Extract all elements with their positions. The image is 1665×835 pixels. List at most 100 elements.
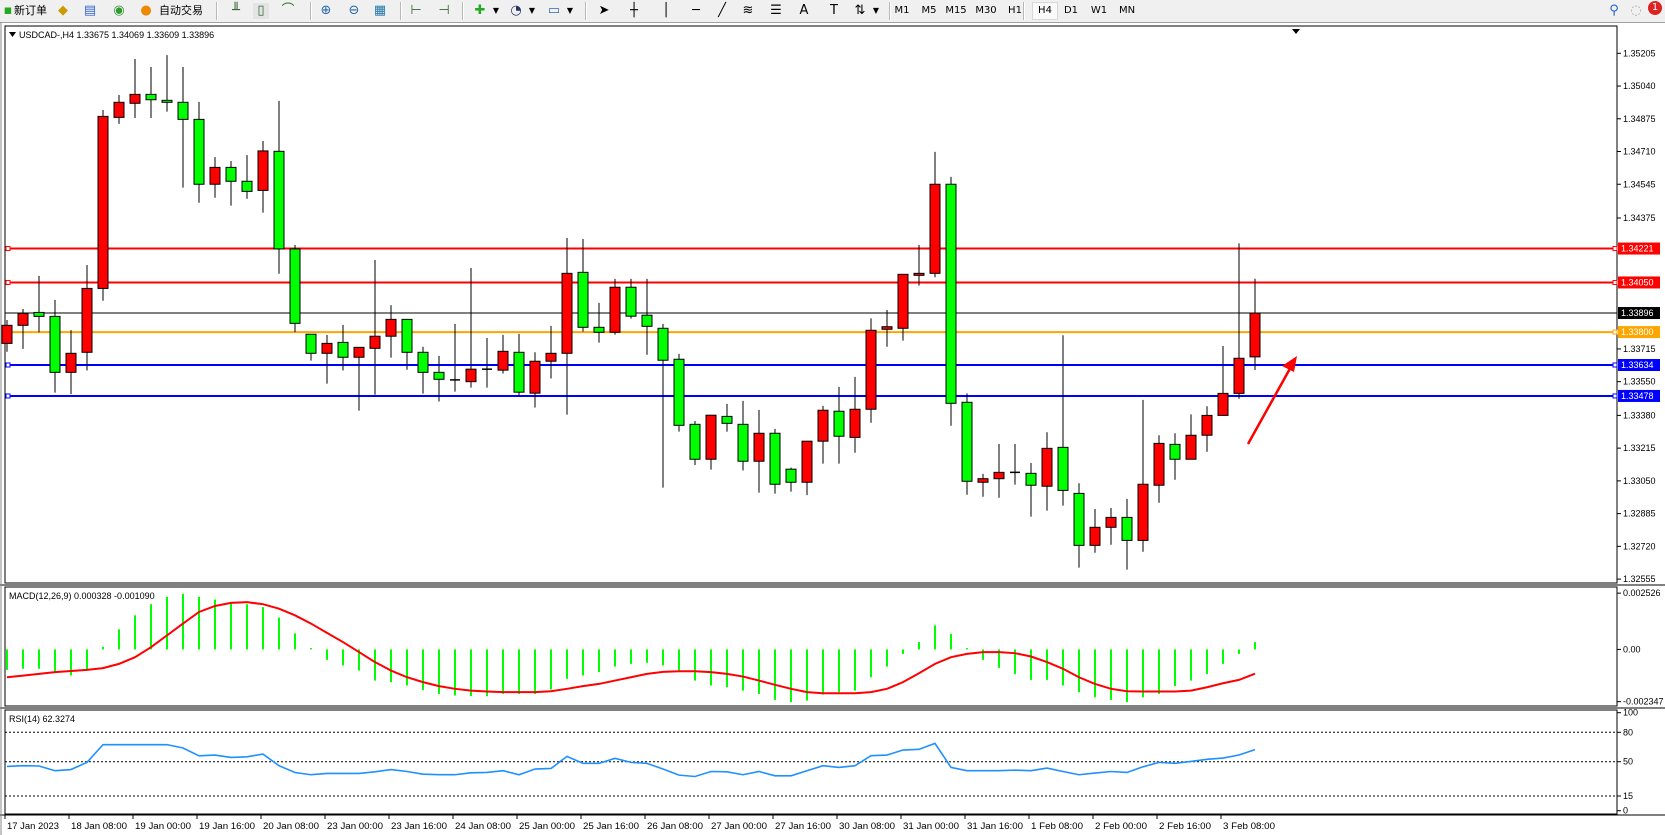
- trendline-icon[interactable]: ╱: [718, 3, 726, 18]
- timeframe-m15[interactable]: M15: [945, 5, 967, 16]
- candlestick-icon[interactable]: ▯: [253, 3, 269, 19]
- timeframe-m30[interactable]: M30: [975, 5, 997, 16]
- candle[interactable]: [513, 333, 525, 396]
- level-handle[interactable]: [5, 246, 11, 252]
- candle[interactable]: [433, 355, 445, 402]
- candle[interactable]: [1121, 498, 1133, 570]
- candle[interactable]: [993, 443, 1005, 498]
- candle[interactable]: [833, 386, 845, 464]
- candle[interactable]: [1185, 414, 1197, 460]
- candle[interactable]: [1217, 345, 1229, 416]
- candle[interactable]: [289, 244, 301, 333]
- text-icon[interactable]: A: [799, 3, 809, 18]
- level-handle[interactable]: [5, 393, 11, 399]
- candle[interactable]: [945, 176, 957, 426]
- candle[interactable]: [450, 323, 460, 392]
- timeframe-h1[interactable]: H1: [1008, 5, 1022, 16]
- candle[interactable]: [97, 110, 109, 301]
- candle[interactable]: [1089, 509, 1101, 553]
- candle[interactable]: [353, 346, 365, 411]
- candle[interactable]: [529, 352, 541, 408]
- candle[interactable]: [385, 305, 397, 358]
- level-handle[interactable]: [1612, 329, 1618, 335]
- candle[interactable]: [113, 94, 125, 124]
- candle[interactable]: [1169, 433, 1181, 480]
- fibo-fan-icon[interactable]: ☰: [770, 3, 782, 18]
- candle[interactable]: [1233, 243, 1245, 399]
- candle[interactable]: [913, 244, 925, 286]
- notification-icon[interactable]: ◌: [1630, 3, 1642, 18]
- candle[interactable]: [577, 239, 589, 332]
- fibonacci-icon[interactable]: ≋: [742, 3, 754, 18]
- level-handle[interactable]: [5, 279, 11, 285]
- candle[interactable]: [209, 157, 221, 198]
- candle[interactable]: [482, 338, 492, 388]
- candle[interactable]: [977, 473, 989, 497]
- auto-trading-button[interactable]: 自动交易: [159, 4, 203, 17]
- candle[interactable]: [193, 101, 205, 203]
- candle[interactable]: [1025, 463, 1037, 517]
- candle[interactable]: [545, 325, 557, 379]
- candle[interactable]: [897, 273, 909, 341]
- level-handle[interactable]: [5, 362, 11, 368]
- timeframe-m1[interactable]: M1: [894, 5, 910, 16]
- timeframe-d1[interactable]: D1: [1063, 5, 1079, 16]
- candle[interactable]: [465, 267, 477, 388]
- candle[interactable]: [865, 318, 877, 423]
- candle[interactable]: [769, 428, 781, 494]
- search-icon[interactable]: ⚲: [1609, 3, 1619, 18]
- candle[interactable]: [49, 299, 61, 393]
- candle[interactable]: [1249, 278, 1261, 370]
- candle[interactable]: [801, 440, 813, 496]
- candle[interactable]: [1041, 432, 1053, 511]
- timeframe-mn[interactable]: MN: [1118, 5, 1136, 16]
- level-handle[interactable]: [1612, 362, 1618, 368]
- candle[interactable]: [401, 318, 413, 370]
- candle[interactable]: [625, 278, 637, 319]
- candle[interactable]: [129, 59, 141, 118]
- candle[interactable]: [753, 409, 765, 493]
- timeframe-m5[interactable]: M5: [921, 5, 937, 16]
- candle[interactable]: [17, 309, 29, 349]
- candle[interactable]: [177, 66, 189, 188]
- candle[interactable]: [689, 420, 701, 466]
- new-order-icon[interactable]: ▪: [3, 3, 13, 18]
- templates-icon[interactable]: ▭: [547, 3, 561, 18]
- history-icon[interactable]: ▤: [83, 3, 97, 18]
- candle[interactable]: [1073, 483, 1085, 568]
- indicators-icon[interactable]: ✚: [474, 3, 486, 18]
- level-handle[interactable]: [1612, 393, 1618, 399]
- candle[interactable]: [673, 353, 685, 432]
- level-handle[interactable]: [1612, 279, 1618, 285]
- candle[interactable]: [1, 319, 13, 352]
- candle[interactable]: [145, 66, 157, 118]
- candle[interactable]: [1137, 399, 1149, 552]
- zoom-out-icon[interactable]: ⊖: [348, 3, 360, 18]
- bar-chart-icon[interactable]: ╨: [232, 3, 240, 18]
- arrows-icon[interactable]: ⇅: [854, 3, 866, 18]
- candle[interactable]: [273, 100, 285, 274]
- candle[interactable]: [641, 278, 653, 355]
- timeframe-h4[interactable]: H4: [1032, 2, 1058, 20]
- candle[interactable]: [1010, 443, 1020, 485]
- macd-panel[interactable]: [4, 586, 1618, 707]
- candle[interactable]: [305, 333, 317, 361]
- candle[interactable]: [225, 161, 237, 206]
- chevron-down-icon[interactable]: ▼: [528, 6, 536, 15]
- candle[interactable]: [609, 278, 621, 335]
- candle[interactable]: [593, 302, 605, 343]
- candle[interactable]: [241, 155, 253, 199]
- zoom-in-icon[interactable]: ⊕: [320, 3, 332, 18]
- horizontal-line-icon[interactable]: ─: [692, 3, 700, 18]
- candle[interactable]: [849, 376, 861, 453]
- candle[interactable]: [817, 405, 829, 464]
- tile-windows-icon[interactable]: ▦: [373, 3, 387, 18]
- autoscroll-icon[interactable]: ⊣: [438, 3, 450, 18]
- auto-trading-icon[interactable]: ●: [140, 3, 152, 18]
- candle[interactable]: [657, 323, 669, 488]
- gold-icon[interactable]: ◆: [58, 3, 68, 18]
- candle[interactable]: [417, 346, 429, 394]
- level-handle[interactable]: [1612, 246, 1618, 252]
- main-chart-panel[interactable]: [4, 25, 1618, 584]
